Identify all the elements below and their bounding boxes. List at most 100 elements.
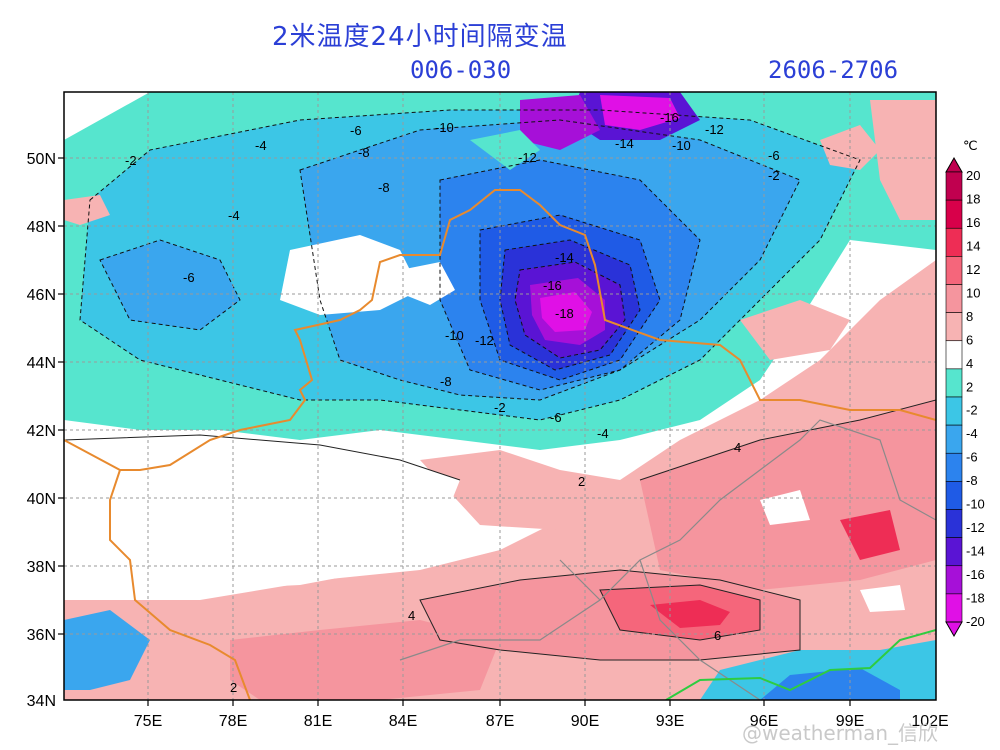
contour-label: -6 bbox=[183, 270, 195, 285]
contour-label: -6 bbox=[550, 410, 562, 425]
watermark: @weatherman_信欣 bbox=[741, 721, 938, 745]
lat-label: 44N bbox=[27, 355, 56, 372]
colorbar-swatch bbox=[945, 452, 963, 482]
colorbar-level-label: 16 bbox=[966, 215, 980, 230]
lon-label: 102E bbox=[911, 713, 948, 730]
colorbar-swatch bbox=[945, 199, 963, 229]
contour-label: 2 bbox=[578, 474, 585, 489]
latitude-axis: 50N 48N 46N 44N 42N 40N 38N 36N 34N bbox=[27, 151, 56, 710]
contour-label: 2 bbox=[230, 680, 237, 695]
lon-label: 84E bbox=[389, 713, 417, 730]
colorbar-level-label: -14 bbox=[966, 544, 985, 559]
colorbar-bottom-arrow bbox=[945, 621, 963, 638]
lon-label: 96E bbox=[750, 713, 778, 730]
lon-label: 93E bbox=[656, 713, 684, 730]
lat-label: 40N bbox=[27, 491, 56, 508]
contour-label: -4 bbox=[228, 208, 240, 223]
contour-label: 6 bbox=[714, 628, 721, 643]
lat-label: 36N bbox=[27, 627, 56, 644]
colorbar-swatch bbox=[945, 284, 963, 313]
lat-label: 48N bbox=[27, 219, 56, 236]
colorbar-swatch bbox=[945, 565, 963, 595]
contour-label: -18 bbox=[555, 306, 574, 321]
grid-lines bbox=[64, 92, 936, 700]
colorbar-swatch bbox=[945, 340, 963, 370]
contour-label: 4 bbox=[408, 608, 415, 623]
contour-label: -16 bbox=[543, 278, 562, 293]
colorbar-level-label: -10 bbox=[966, 497, 985, 512]
colorbar-level-label: -6 bbox=[966, 450, 978, 465]
lat-label: 42N bbox=[27, 423, 56, 440]
lat-label: 38N bbox=[27, 559, 56, 576]
colorbar-swatch bbox=[945, 537, 963, 567]
contour-label: -14 bbox=[555, 250, 574, 265]
national-border bbox=[64, 189, 936, 700]
contour-label: -14 bbox=[615, 136, 634, 151]
lon-label: 81E bbox=[304, 713, 332, 730]
map-title: 2米温度24小时间隔变温 bbox=[272, 22, 568, 52]
date-range: 2606-2706 bbox=[768, 56, 899, 84]
colorbar-level-label: -4 bbox=[966, 426, 978, 441]
colorbar-level-label: -18 bbox=[966, 591, 985, 606]
colorbar-level-label: -16 bbox=[966, 567, 985, 582]
contour-label: -12 bbox=[518, 150, 537, 165]
colorbar-level-label: 20 bbox=[966, 168, 980, 183]
colorbar-swatch bbox=[945, 368, 963, 398]
contour-label: -16 bbox=[660, 110, 679, 125]
colorbar-level-label: 18 bbox=[966, 191, 980, 206]
contour-label: -6 bbox=[768, 148, 780, 163]
colorbar-level-label: 8 bbox=[966, 309, 973, 324]
colorbar-swatch bbox=[945, 171, 963, 201]
contour-label: -2 bbox=[125, 153, 137, 168]
contour-label: -8 bbox=[440, 374, 452, 389]
contour-label: -4 bbox=[597, 426, 609, 441]
contour-label: -12 bbox=[705, 122, 724, 137]
lat-label: 50N bbox=[27, 151, 56, 168]
contour-label: -10 bbox=[435, 120, 454, 135]
colorbar-level-label: -20 bbox=[966, 614, 985, 629]
unit-label: ℃ bbox=[963, 138, 978, 153]
longitude-axis: 75E 78E 81E 84E 87E 90E 93E 96E 99E 102E bbox=[134, 713, 949, 730]
colorbar: ℃ 20 18 16 14 12 10 8 6 4 2 -2 -4 -6 -8 -10 -12 -14 -16 -1… bbox=[945, 138, 985, 638]
colorbar-level-label: -2 bbox=[966, 403, 978, 418]
lon-label: 87E bbox=[486, 713, 514, 730]
contour-label: -10 bbox=[672, 138, 691, 153]
lon-label: 90E bbox=[571, 713, 599, 730]
contour-label: -6 bbox=[350, 123, 362, 138]
colorbar-swatch bbox=[945, 396, 963, 426]
forecast-hours: 006-030 bbox=[410, 56, 512, 84]
contour-label: -8 bbox=[378, 180, 390, 195]
colorbar-level-label: 6 bbox=[966, 332, 973, 347]
colorbar-level-label: 14 bbox=[966, 238, 980, 253]
colorbar-level-label: -8 bbox=[966, 473, 978, 488]
contour-label: -2 bbox=[494, 400, 506, 415]
contour-label: -2 bbox=[768, 168, 780, 183]
colorbar-level-label: 2 bbox=[966, 379, 973, 394]
colorbar-swatch bbox=[945, 509, 963, 538]
lon-label: 78E bbox=[219, 713, 247, 730]
colorbar-swatch bbox=[945, 593, 963, 623]
contour-label: -10 bbox=[445, 328, 464, 343]
colorbar-swatch bbox=[945, 227, 963, 257]
contour-labels: -6 -4 -2 -10 -8 -16 -12 -14 -10 -6 -8 -1… bbox=[125, 110, 780, 695]
contour-label: 4 bbox=[734, 440, 741, 455]
colorbar-swatch bbox=[945, 481, 963, 510]
contour-label: -4 bbox=[255, 138, 267, 153]
lon-label: 99E bbox=[836, 713, 864, 730]
lat-label: 34N bbox=[27, 693, 56, 710]
lon-label: 75E bbox=[134, 713, 162, 730]
colorbar-level-label: -12 bbox=[966, 520, 985, 535]
contour-label: -12 bbox=[475, 333, 494, 348]
colorbar-swatch bbox=[945, 256, 963, 285]
colorbar-swatch bbox=[945, 312, 963, 342]
colorbar-top-arrow bbox=[945, 156, 963, 173]
lat-label: 46N bbox=[27, 287, 56, 304]
contour-label: -8 bbox=[358, 145, 370, 160]
colorbar-level-label: 4 bbox=[966, 356, 973, 371]
colorbar-swatch bbox=[945, 424, 963, 454]
green-boundary bbox=[665, 629, 936, 700]
colorbar-level-label: 10 bbox=[966, 285, 980, 300]
colorbar-level-label: 12 bbox=[966, 262, 980, 277]
map-field: -6 -4 -2 -10 -8 -16 -12 -14 -10 -6 -8 -1… bbox=[64, 92, 936, 700]
